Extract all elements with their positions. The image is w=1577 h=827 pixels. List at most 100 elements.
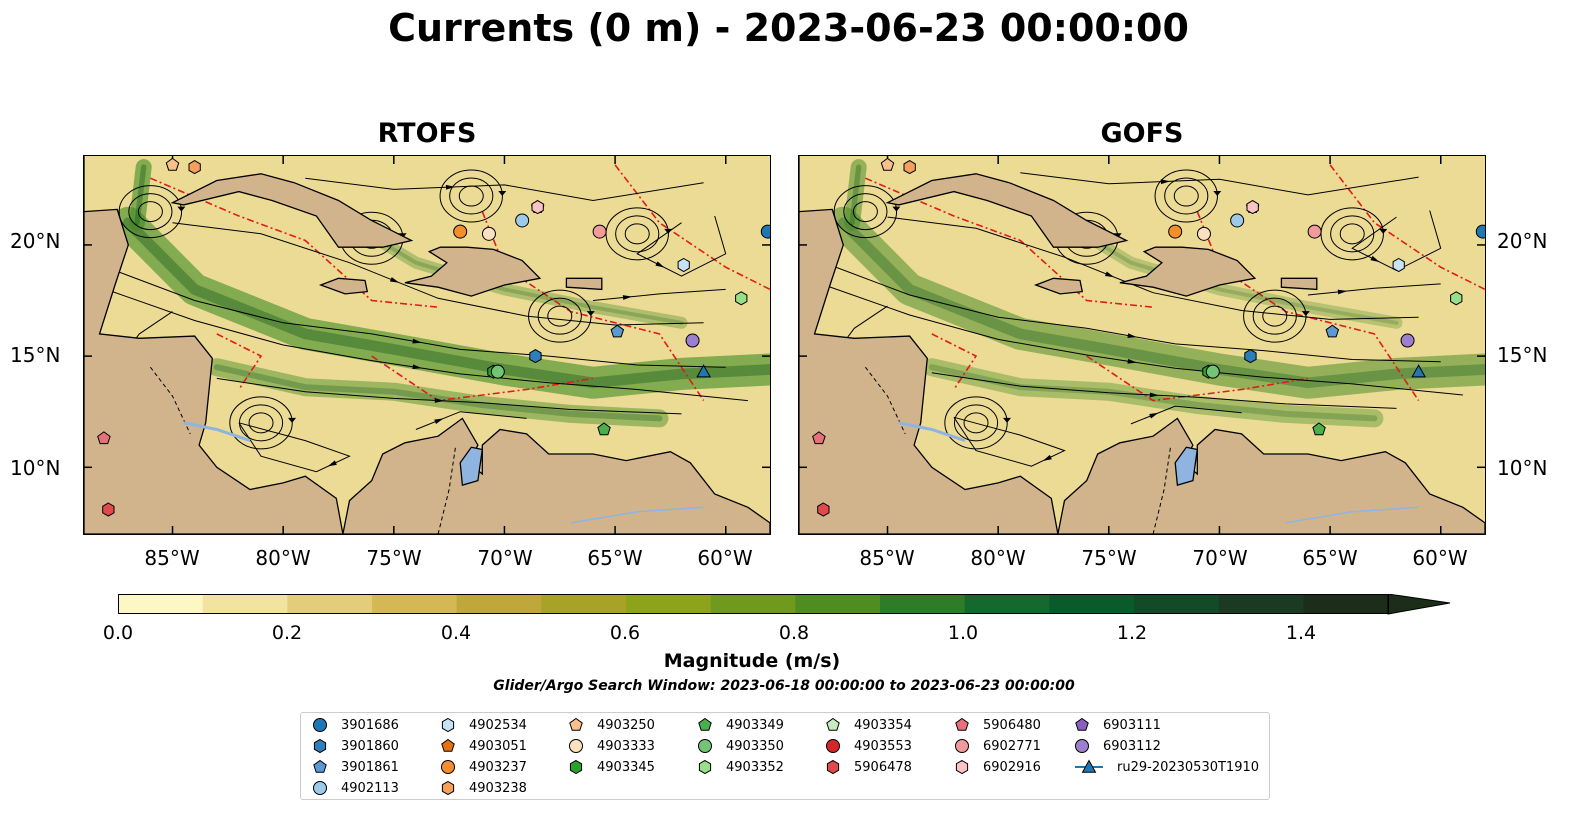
streamline [636, 215, 727, 277]
float-marker-3901860 [1244, 349, 1257, 364]
lon-tick-gofs-80: 80°W [970, 546, 1026, 570]
legend-label: 4903237 [469, 759, 527, 775]
colorbar-segment [626, 594, 712, 614]
colorbar-tick-1: 0.2 [271, 622, 303, 644]
streamline-arrow [327, 460, 337, 467]
streamline [1307, 283, 1441, 296]
legend-marker-icon [1075, 717, 1089, 731]
legend-item: 4903354 [824, 715, 912, 735]
legend-item: 4903349 [696, 715, 784, 735]
landmass-puertorico [1280, 277, 1318, 291]
colorbar-segment [880, 594, 966, 614]
eddy-streamline [833, 185, 898, 239]
eddy-streamline [1173, 185, 1199, 207]
eddy-streamline [624, 223, 650, 245]
float-marker-4903352 [735, 291, 748, 306]
legend-label: 6903112 [1103, 738, 1161, 754]
colorbar-segment [372, 594, 458, 614]
eddy-streamline [458, 185, 484, 207]
legend-label: ru29-20230530T1910 [1117, 759, 1260, 775]
eddy-streamline [439, 169, 503, 223]
streamline-arrow [1042, 454, 1052, 461]
legend-marker-icon [698, 759, 712, 775]
legend-marker-icon [698, 739, 712, 753]
float-marker-6903112 [1400, 333, 1415, 348]
eddy-streamline [1262, 305, 1288, 327]
colorbar-tick-7: 1.4 [1285, 622, 1317, 644]
lon-tick-gofs-75: 75°W [1081, 546, 1137, 570]
legend-label: 4903051 [469, 738, 527, 754]
legend-marker-icon [313, 738, 327, 754]
streamline-arrow [586, 311, 595, 317]
figure-title: Currents (0 m) - 2023-06-23 00:00:00 [388, 6, 1189, 50]
eddy-streamline [137, 201, 163, 223]
colorbar-segment [795, 594, 881, 614]
lon-tick-rtofs-85: 85°W [144, 546, 200, 570]
legend-item: 6902916 [953, 757, 1041, 777]
colorbar-segment [1049, 594, 1135, 614]
lon-tick-rtofs-75: 75°W [366, 546, 422, 570]
legend-item: ru29-20230530T1910 [1073, 757, 1259, 777]
colorbar-tick-0: 0.0 [102, 622, 134, 644]
eddy-boundary [865, 177, 1154, 308]
landmass-maracaibo [459, 446, 484, 486]
float-marker-4903350 [1205, 364, 1220, 379]
float-marker-3901686 [760, 224, 770, 239]
streamline-arrow [389, 277, 400, 283]
panel-title-rtofs: RTOFS [377, 118, 477, 149]
country-border [865, 366, 906, 435]
current-speed-band [207, 358, 669, 428]
legend-item: 4903553 [824, 736, 912, 756]
colorbar-segment [1303, 594, 1389, 614]
eddy-streamline [547, 305, 573, 327]
eddy-streamline [953, 404, 999, 442]
float-marker-4903349 [1312, 422, 1326, 436]
float-marker-5906478 [817, 502, 830, 517]
current-core [347, 220, 684, 325]
country-border [437, 445, 457, 534]
legend-item: 5906480 [953, 715, 1041, 735]
legend-item: 5906478 [824, 757, 912, 777]
legend-marker-icon [698, 717, 712, 731]
current-speed-band [343, 216, 688, 329]
eddy-boundary [931, 333, 978, 390]
legend-item: 6903111 [1073, 715, 1161, 735]
float-marker-4903349 [597, 422, 611, 436]
legend-item: 4903350 [696, 736, 784, 756]
eddy-streamline [229, 396, 293, 450]
legend-marker-icon [313, 781, 327, 795]
legend-item: 4903250 [567, 715, 655, 735]
eddy-boundary [371, 355, 594, 402]
legend-marker-icon [569, 759, 583, 775]
eddy-streamline [118, 185, 183, 239]
float-marker-6902916 [531, 200, 544, 215]
legend-item: 3901686 [311, 715, 399, 735]
legend-label: 4902534 [469, 717, 527, 733]
map-gofs-canvas [799, 156, 1485, 534]
lat-tick-right-15: 15°N [1497, 343, 1548, 367]
float-marker-4902113 [515, 213, 530, 228]
legend-marker-icon [826, 739, 840, 753]
float-marker-4903237 [453, 224, 468, 239]
streamline-arrow [1160, 179, 1171, 185]
eddy-streamline [852, 201, 878, 223]
float-marker-ru29-20230530T1910 [1411, 364, 1426, 378]
legend-marker-icon [441, 738, 455, 752]
streamline-arrow [1370, 255, 1380, 263]
legend-item: 6903112 [1073, 736, 1161, 756]
current-core [837, 217, 1485, 389]
legend-item: 4902534 [439, 715, 527, 735]
colorbar-tick-4: 0.8 [778, 622, 810, 644]
colorbar-segment [964, 594, 1050, 614]
colorbar-tick-6: 1.2 [1116, 622, 1148, 644]
colorbar-segment [118, 594, 204, 614]
eddy-streamline [944, 396, 1008, 450]
legend-label: 4903238 [469, 780, 527, 796]
landmass-maracaibo [1174, 446, 1199, 486]
colorbar-tick-5: 1.0 [947, 622, 979, 644]
streamline-arrow [434, 398, 445, 403]
eddy-streamline [843, 193, 888, 231]
streamline-arrow [622, 295, 633, 300]
streamline-arrow [288, 417, 297, 423]
float-marker-4903238 [903, 160, 916, 175]
